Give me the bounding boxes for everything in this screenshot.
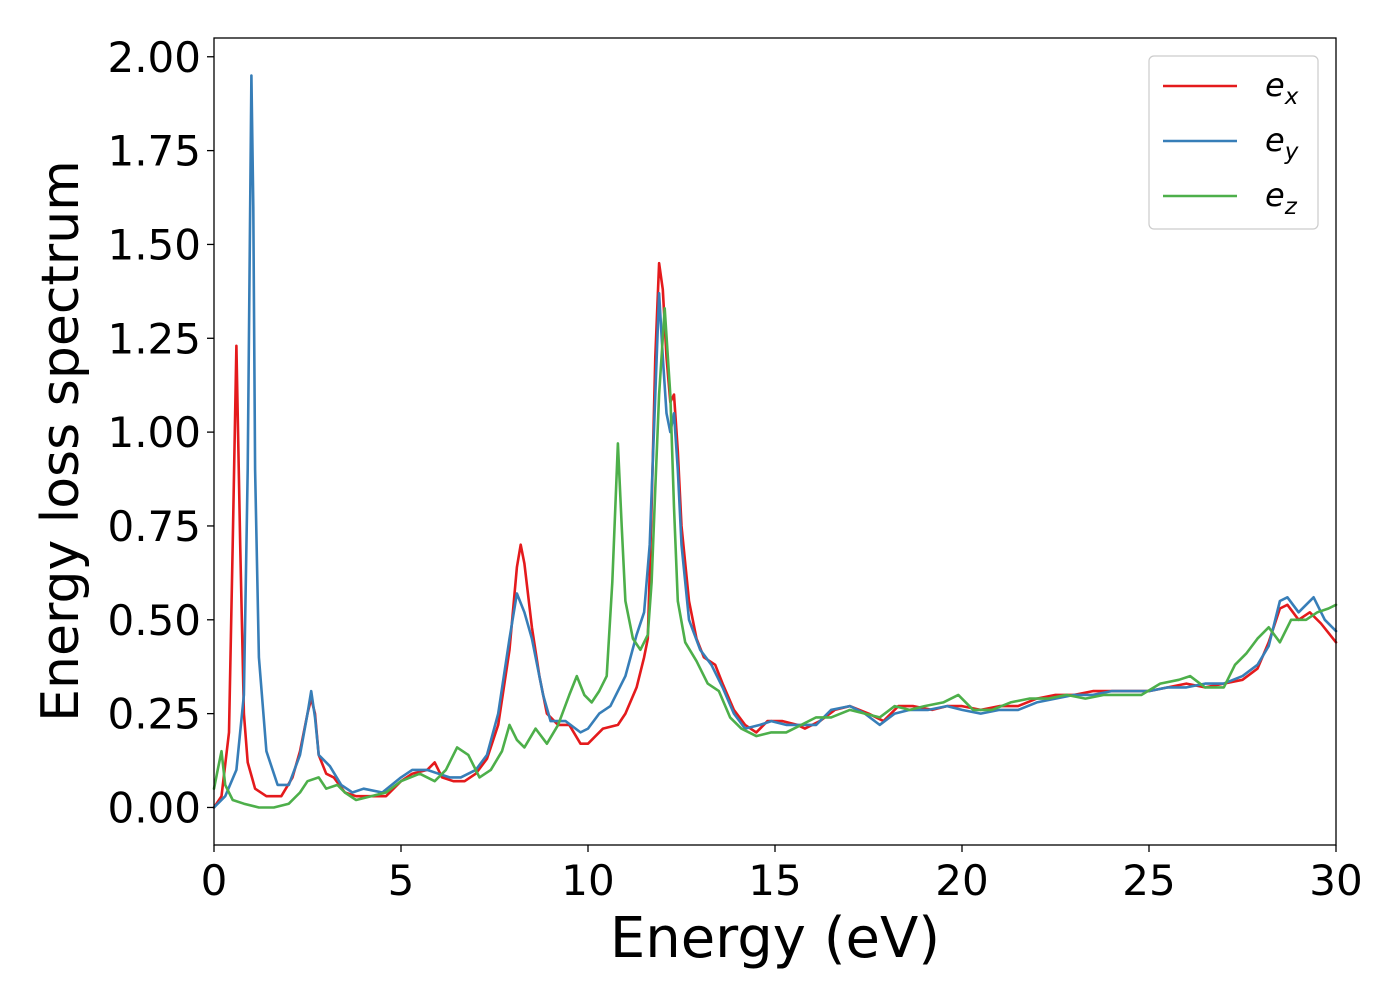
legend-box	[1148, 55, 1319, 230]
series-line-z	[212, 307, 1338, 809]
x-tick-label: 10	[561, 856, 614, 905]
x-tick-label: 5	[388, 856, 415, 905]
y-axis-label: Energy loss spectrum	[31, 160, 91, 722]
y-tick-label: 1.50	[107, 220, 201, 269]
y-tick-label: 0.00	[107, 783, 201, 832]
legend-label-x: ex	[1265, 66, 1299, 110]
x-tick-label: 15	[748, 856, 801, 905]
legend-label-z: ez	[1265, 176, 1298, 220]
x-tick-label: 25	[1122, 856, 1175, 905]
series-line-x	[212, 261, 1338, 809]
y-tick-label: 2.00	[107, 33, 201, 82]
y-tick-label: 1.00	[107, 408, 201, 457]
legend-label-subscript: x	[1284, 84, 1299, 110]
y-tick-label: 1.75	[107, 127, 201, 176]
y-tick-label: 0.75	[107, 502, 201, 551]
x-axis-label: Energy (eV)	[610, 906, 940, 971]
y-tick-label: 0.50	[107, 596, 201, 645]
series-layer	[212, 74, 1338, 809]
y-axis: 0.00 0.25 0.50 0.75 1.00 1.25 1.50 1.75 2.00	[107, 33, 214, 832]
legend-label-subscript: y	[1284, 139, 1299, 165]
legend-label-main: e	[1265, 176, 1285, 214]
legend-label-main: e	[1265, 121, 1285, 159]
x-tick-label: 30	[1309, 856, 1362, 905]
legend-label-main: e	[1265, 66, 1285, 104]
legend-label-y: ey	[1265, 121, 1299, 165]
x-axis: 0 5 10 15 20 25 30	[201, 845, 1363, 905]
y-tick-label: 1.25	[107, 314, 201, 363]
x-tick-label: 0	[201, 856, 228, 905]
y-tick-label: 0.25	[107, 690, 201, 739]
legend-label-subscript: z	[1284, 194, 1298, 220]
x-tick-label: 20	[935, 856, 988, 905]
